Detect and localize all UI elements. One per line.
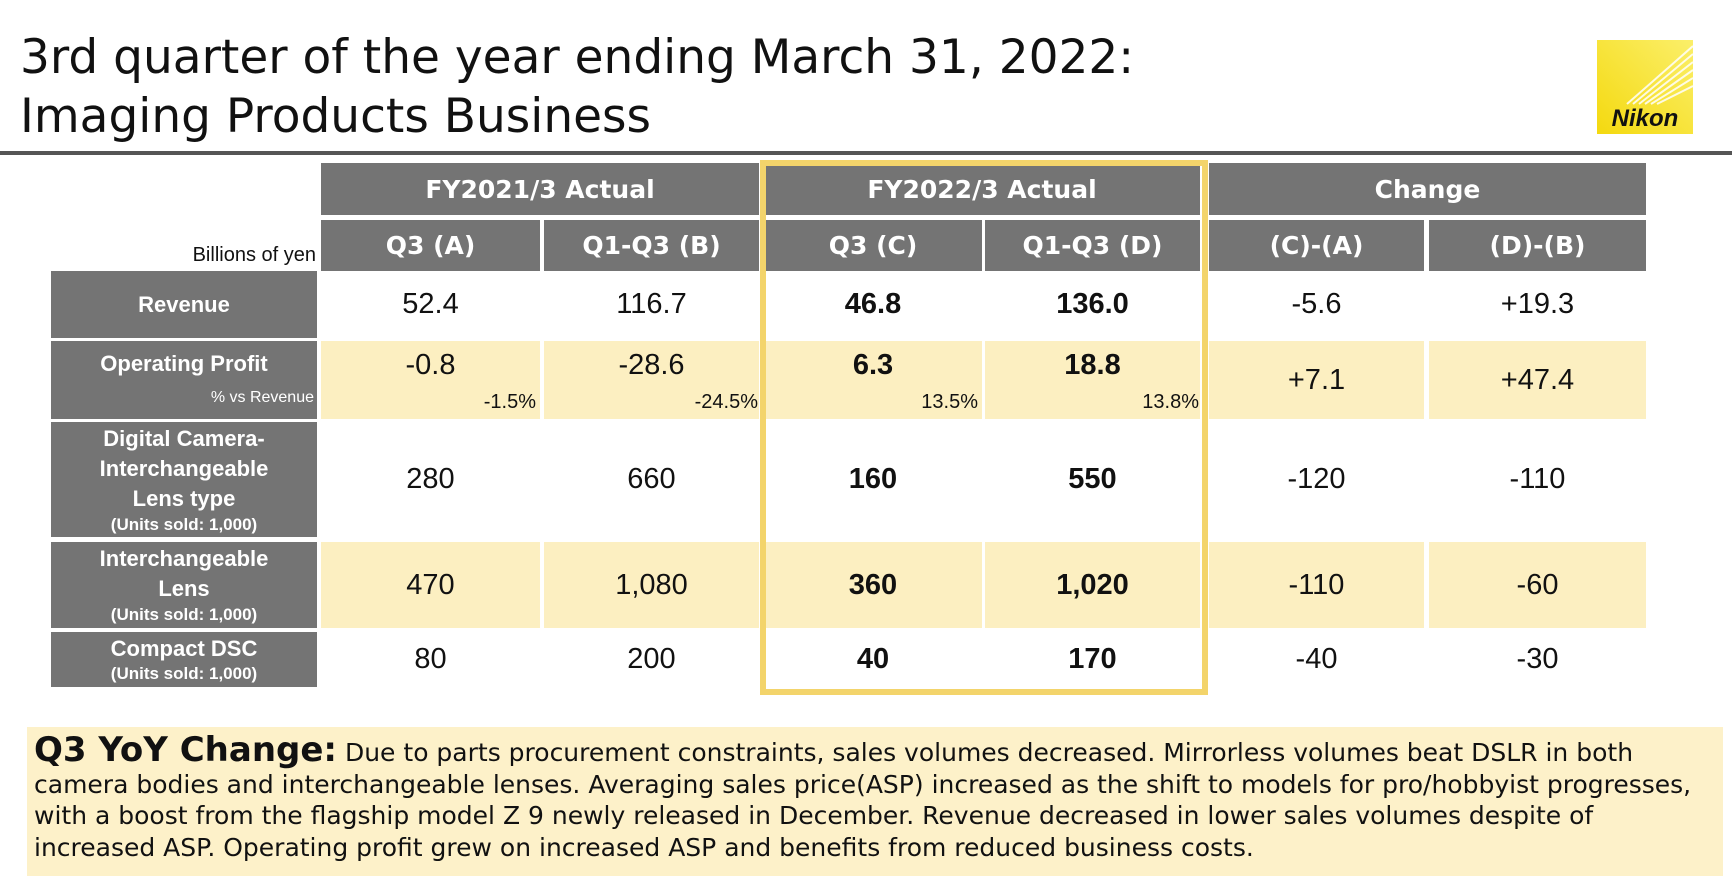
cell-revenue-d: 136.0 [1056, 288, 1129, 320]
row-header-revenue: Revenue [51, 271, 317, 338]
cell-dc-a: 280 [406, 463, 455, 495]
cell-revenue-db: +19.3 [1500, 288, 1575, 320]
group-header-fy2021: FY2021/3 Actual [321, 163, 759, 215]
row-sub-label: (Units sold: 1,000) [110, 605, 258, 624]
cell-op-d: 18.8 13.8% [985, 341, 1200, 419]
cell-il-ca: -110 [1209, 542, 1424, 628]
row-label: Compact DSC [110, 635, 258, 661]
cell-il-db: -60 [1429, 542, 1646, 628]
cell-il-b: 1,080 [544, 542, 759, 628]
title-line-2: Imaging Products Business [20, 89, 652, 144]
cell-il-a: 470 [321, 542, 540, 628]
page-title: 3rd quarter of the year ending March 31,… [20, 28, 1134, 146]
cell-revenue-b: 116.7 [616, 288, 687, 320]
row-label-line-1: Digital Camera- [103, 425, 265, 451]
col-header-q1q3-d: Q1-Q3 (D) [985, 220, 1200, 271]
op-value: -0.8 [405, 349, 456, 381]
col-header-q1q3-b: Q1-Q3 (B) [544, 220, 759, 271]
cell-dc-d: 550 [1068, 463, 1117, 495]
op-value: 6.3 [852, 349, 894, 381]
op-percent: -1.5% [483, 391, 536, 413]
cell-revenue-a: 52.4 [402, 288, 459, 320]
cell-op-b: -28.6 -24.5% [544, 341, 759, 419]
col-header-c-minus-a: (C)-(A) [1209, 220, 1424, 271]
row-label: Operating Profit [100, 351, 268, 376]
row-label: Revenue [138, 291, 230, 317]
title-line-1: 3rd quarter of the year ending March 31,… [20, 30, 1135, 85]
row-sub-label: (Units sold: 1,000) [110, 514, 258, 534]
row-label-line-2: Lens [158, 576, 210, 601]
cell-dc-db: -110 [1509, 463, 1566, 495]
op-percent: 13.8% [1142, 391, 1199, 413]
cell-op-a: -0.8 -1.5% [321, 341, 540, 419]
op-value: -28.6 [618, 349, 685, 381]
cell-op-db: +47.4 [1429, 341, 1646, 419]
op-percent: -24.5% [694, 391, 758, 413]
cell-cd-a: 80 [414, 643, 447, 675]
cell-cd-b: 200 [627, 643, 676, 675]
col-header-q3-a: Q3 (A) [321, 220, 540, 271]
row-sub-label: (Units sold: 1,000) [110, 663, 258, 683]
yoy-change-note: Q3 YoY Change: Due to parts procurement … [27, 727, 1723, 876]
cell-revenue-c: 46.8 [844, 288, 902, 320]
op-value: 18.8 [1064, 349, 1121, 381]
cell-cd-db: -30 [1516, 643, 1559, 675]
note-text: Due to parts procurement constraints, sa… [34, 738, 1692, 862]
row-header-compact-dsc: Compact DSC (Units sold: 1,000) [51, 632, 317, 687]
cell-dc-b: 660 [627, 463, 676, 495]
col-header-d-minus-b: (D)-(B) [1429, 220, 1646, 271]
group-header-fy2022: FY2022/3 Actual [764, 163, 1200, 215]
row-label-line-2: Interchangeable [99, 455, 269, 481]
row-header-operating-profit: Operating Profit % vs Revenue [51, 341, 317, 419]
group-header-change: Change [1209, 163, 1646, 215]
row-header-interchangeable-lens: Interchangeable Lens (Units sold: 1,000) [51, 542, 317, 628]
title-divider [0, 151, 1732, 155]
cell-revenue-ca: -5.6 [1291, 288, 1342, 320]
logo-text: Nikon [1612, 105, 1679, 132]
note-lead: Q3 YoY Change: [34, 730, 338, 770]
row-label-line-3: Lens type [132, 485, 236, 511]
units-label: Billions of yen [192, 244, 316, 266]
row-header-digital-camera: Digital Camera- Interchangeable Lens typ… [51, 422, 317, 537]
cell-dc-c: 160 [848, 463, 898, 495]
cell-op-c: 6.3 13.5% [764, 341, 982, 419]
col-header-q3-c: Q3 (C) [764, 220, 982, 271]
row-sub-label: % vs Revenue [210, 389, 314, 406]
cell-cd-d: 170 [1068, 643, 1117, 675]
cell-il-d: 1,020 [985, 542, 1200, 628]
nikon-logo: Nikon [1597, 40, 1693, 134]
cell-cd-c: 40 [856, 643, 890, 675]
cell-il-c: 360 [764, 542, 982, 628]
op-percent: 13.5% [921, 391, 978, 413]
cell-dc-ca: -120 [1287, 463, 1346, 495]
cell-op-ca: +7.1 [1209, 341, 1424, 419]
cell-cd-ca: -40 [1295, 643, 1338, 675]
row-label-line-1: Interchangeable [99, 546, 269, 571]
